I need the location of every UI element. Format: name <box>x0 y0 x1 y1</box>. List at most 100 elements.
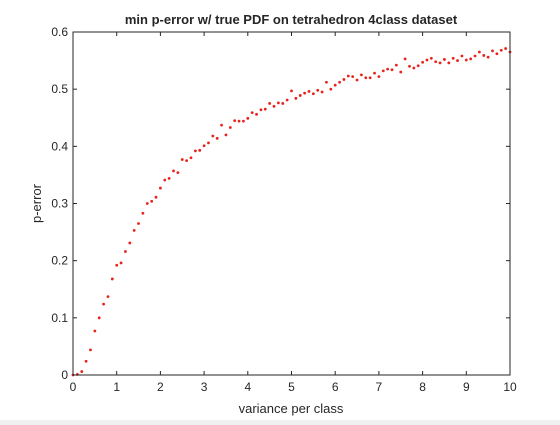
data-point <box>272 104 276 108</box>
data-point <box>451 56 455 60</box>
x-tick-label: 3 <box>201 380 208 394</box>
data-point <box>478 50 481 54</box>
data-point <box>250 111 254 115</box>
data-point <box>246 116 250 120</box>
data-point <box>416 64 420 68</box>
data-point <box>408 64 411 68</box>
y-tick-label: 0.5 <box>51 82 68 96</box>
x-tick-label: 9 <box>463 380 470 394</box>
data-point <box>303 91 307 95</box>
data-point <box>399 70 403 74</box>
data-point <box>97 316 101 320</box>
data-point <box>228 126 232 129</box>
data-point <box>486 55 490 59</box>
data-point <box>211 134 215 138</box>
data-point <box>421 60 424 64</box>
data-point <box>224 133 228 137</box>
data-point <box>307 90 311 93</box>
data-point <box>176 171 180 175</box>
x-tick-label: 8 <box>419 380 426 394</box>
data-point <box>482 54 486 57</box>
data-point <box>316 88 320 92</box>
data-point <box>381 69 385 73</box>
data-point <box>263 107 267 111</box>
data-point <box>469 57 473 61</box>
data-point <box>386 67 390 71</box>
data-point <box>268 102 272 105</box>
data-point <box>364 76 368 80</box>
data-point <box>242 119 245 123</box>
y-tick-label: 0 <box>61 368 68 382</box>
y-tick-label: 0.3 <box>51 197 68 211</box>
data-point <box>491 49 494 53</box>
data-point <box>390 68 394 72</box>
data-point <box>311 92 315 96</box>
data-point <box>89 348 92 352</box>
data-point <box>338 80 341 84</box>
chart-title: min p-error w/ true PDF on tetrahedron 4… <box>125 12 458 27</box>
data-point <box>403 57 407 61</box>
data-point <box>128 241 132 245</box>
y-tick-label: 0.4 <box>51 139 68 153</box>
x-tick-label: 10 <box>503 380 517 394</box>
y-tick-label: 0.1 <box>51 311 68 325</box>
x-tick-label: 5 <box>288 380 295 394</box>
data-point <box>377 75 381 78</box>
data-point <box>220 123 223 127</box>
data-point <box>412 66 416 70</box>
data-point <box>281 102 285 105</box>
data-point <box>93 329 97 333</box>
data-point <box>429 56 433 60</box>
data-point <box>141 211 145 215</box>
data-point <box>106 295 110 299</box>
x-tick-label: 4 <box>244 380 251 394</box>
data-point <box>255 112 258 116</box>
data-point <box>167 176 171 180</box>
data-point <box>185 159 189 163</box>
data-point <box>460 54 464 58</box>
data-points <box>71 47 512 377</box>
data-point <box>473 54 477 58</box>
data-point <box>368 76 372 80</box>
data-point <box>333 83 337 87</box>
data-point <box>290 89 293 93</box>
data-point <box>115 263 119 267</box>
data-point <box>504 47 508 50</box>
data-point <box>325 80 328 84</box>
data-point <box>355 78 359 82</box>
data-point <box>207 141 210 145</box>
data-point <box>193 149 197 153</box>
data-point <box>84 359 88 363</box>
x-tick-label: 6 <box>332 380 339 394</box>
data-point <box>438 61 442 65</box>
data-point <box>495 52 499 56</box>
data-point <box>124 250 127 253</box>
data-point <box>351 75 355 78</box>
data-point <box>202 144 206 148</box>
data-point <box>447 61 451 65</box>
data-point <box>137 222 140 225</box>
data-point <box>172 169 175 173</box>
data-point <box>342 78 346 81</box>
data-point <box>298 94 302 97</box>
y-axis-ticks: 0 0.1 0.2 0.3 0.4 0.5 0.6 <box>51 25 510 382</box>
data-point <box>456 59 459 62</box>
data-point <box>150 199 154 203</box>
y-tick-label: 0.6 <box>51 25 68 39</box>
data-point <box>102 302 105 306</box>
data-point <box>110 277 114 281</box>
data-point <box>189 156 193 160</box>
data-point <box>198 148 202 152</box>
y-tick-label: 0.2 <box>51 254 68 268</box>
data-point <box>215 136 219 140</box>
x-tick-label: 7 <box>376 380 383 394</box>
data-point <box>360 73 363 77</box>
data-point <box>154 195 158 199</box>
data-point <box>163 178 167 182</box>
data-point <box>329 87 333 91</box>
x-tick-label: 2 <box>157 380 164 394</box>
x-tick-label: 0 <box>70 380 77 394</box>
x-tick-label: 1 <box>113 380 120 394</box>
axes-background <box>73 32 510 375</box>
